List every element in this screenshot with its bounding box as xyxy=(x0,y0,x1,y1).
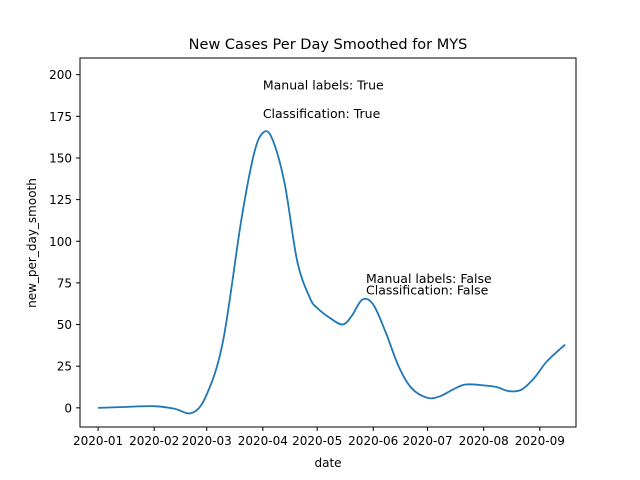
x-tick-label: 2020-08 xyxy=(459,434,509,448)
y-tick-label: 175 xyxy=(49,110,72,124)
y-tick-label: 125 xyxy=(49,193,72,207)
x-tick-label: 2020-05 xyxy=(292,434,342,448)
plot-area xyxy=(79,57,577,428)
x-tick-label: 2020-03 xyxy=(182,434,232,448)
y-tick-label: 50 xyxy=(57,318,72,332)
annotation-label: Classification: True xyxy=(263,106,381,121)
x-tick-label: 2020-06 xyxy=(348,434,398,448)
y-tick-label: 150 xyxy=(49,151,72,165)
y-axis-label: new_per_day_smooth xyxy=(25,178,39,308)
x-tick-label: 2020-07 xyxy=(402,434,452,448)
x-tick-label: 2020-04 xyxy=(238,434,288,448)
annotations: Manual labels: True Classification: True M… xyxy=(263,78,492,298)
chart-title: New Cases Per Day Smoothed for MYS xyxy=(189,37,468,53)
x-tick-label: 2020-09 xyxy=(515,434,565,448)
y-tick-label: 75 xyxy=(57,276,72,290)
x-axis-label: date xyxy=(314,456,341,470)
annotation-label: Manual labels: True xyxy=(263,78,384,93)
x-tick-label: 2020-02 xyxy=(129,434,179,448)
y-tick-label: 25 xyxy=(57,360,72,374)
x-tick-label: 2020-01 xyxy=(73,434,123,448)
series-group xyxy=(98,130,566,415)
annotation-label: Classification: False xyxy=(366,283,489,298)
annotation-label: Manual labels: False xyxy=(366,271,492,286)
y-tick-label: 200 xyxy=(49,68,72,82)
y-tick-label: 0 xyxy=(64,401,72,415)
series-line xyxy=(98,130,566,415)
x-axis: 2020-01 2020-02 2020-03 2020-04 2020-05 2020-… xyxy=(73,427,565,448)
y-axis: 0 25 50 75 100 125 150 175 200 xyxy=(49,68,80,415)
y-tick-label: 100 xyxy=(49,235,72,249)
plot-frame xyxy=(79,57,577,428)
